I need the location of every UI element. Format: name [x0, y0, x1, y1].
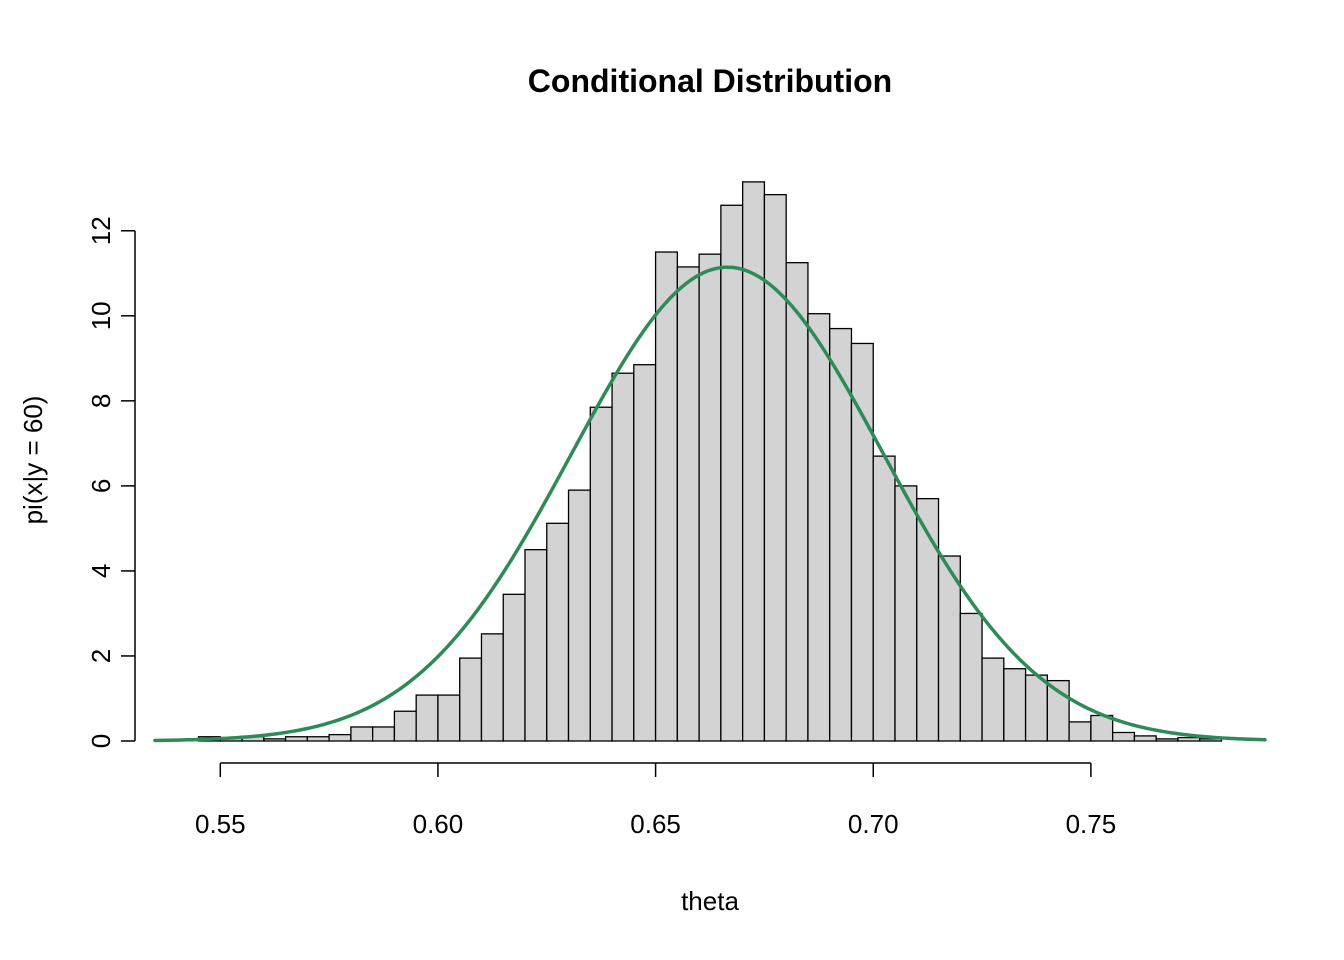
- y-axis: 0 2 4 6 8 10 12: [86, 216, 136, 748]
- histogram-bar: [415, 694, 439, 742]
- histogram-bar: [872, 455, 896, 742]
- density-curve: [153, 265, 1267, 743]
- histogram-bar: [263, 738, 287, 742]
- histogram-bar: [371, 726, 396, 742]
- histogram-bar: [698, 253, 722, 742]
- x-axis: 0.55 0.60 0.65 0.70 0.75: [195, 762, 1117, 839]
- histogram-bar: [894, 485, 918, 742]
- histogram-bar: [1177, 736, 1201, 742]
- y-axis-label: pi(x|y = 60): [18, 396, 48, 525]
- histogram-bar: [1068, 721, 1092, 742]
- histogram-bar: [524, 549, 548, 742]
- x-tick-label: 0.70: [848, 809, 899, 839]
- histogram-bar: [1133, 735, 1157, 742]
- histogram-bar: [720, 204, 744, 742]
- histogram-bar: [633, 364, 657, 742]
- y-tick-label: 6: [86, 479, 116, 493]
- histogram-bar: [1155, 738, 1179, 742]
- histogram-bar: [589, 406, 613, 742]
- histogram-bar: [763, 193, 787, 742]
- histogram-bar: [480, 633, 504, 742]
- histogram-bar: [502, 593, 526, 742]
- histogram-bar: [567, 489, 591, 742]
- histogram-bar: [459, 657, 483, 742]
- histogram-bar: [785, 262, 809, 742]
- y-tick-label: 10: [86, 301, 116, 330]
- x-tick-label: 0.65: [630, 809, 681, 839]
- histogram-bar: [546, 522, 570, 742]
- histogram-bar: [328, 733, 352, 742]
- density-curve-layer: [153, 265, 1267, 743]
- histogram-bar: [1024, 674, 1048, 742]
- y-tick-label: 8: [86, 394, 116, 408]
- x-tick-label: 0.75: [1066, 809, 1117, 839]
- histogram-bar: [807, 313, 831, 742]
- y-tick-label: 2: [86, 649, 116, 663]
- histogram-bar: [676, 266, 700, 742]
- y-tick-label: 12: [86, 216, 116, 245]
- histogram-bar: [284, 736, 308, 742]
- histogram-bar: [393, 710, 417, 742]
- histogram-bar: [959, 612, 983, 742]
- histogram-bar: [1003, 668, 1027, 742]
- y-tick-label: 4: [86, 564, 116, 578]
- histogram-bar: [981, 657, 1005, 742]
- histogram-bar: [437, 694, 461, 742]
- chart-title: Conditional Distribution: [528, 63, 892, 99]
- x-axis-label: theta: [681, 886, 739, 916]
- histogram-bars: [197, 181, 1223, 742]
- histogram-bar: [611, 372, 635, 742]
- histogram-bar: [654, 251, 679, 742]
- histogram-bar: [306, 736, 330, 742]
- histogram-bar: [1112, 731, 1136, 742]
- histogram-bar: [742, 181, 766, 742]
- x-tick-label: 0.55: [195, 809, 246, 839]
- histogram-bar: [350, 726, 374, 742]
- x-tick-label: 0.60: [413, 809, 464, 839]
- y-tick-label: 0: [86, 734, 116, 748]
